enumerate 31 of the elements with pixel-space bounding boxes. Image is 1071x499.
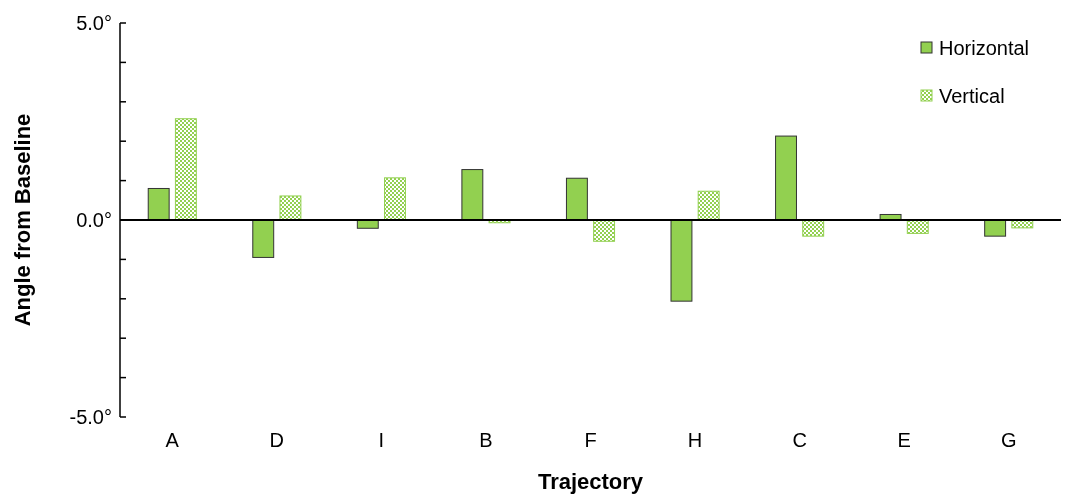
bar bbox=[984, 219, 1007, 237]
bar bbox=[252, 219, 275, 258]
x-tick-label: G bbox=[1000, 429, 1017, 451]
x-tick-label: D bbox=[269, 429, 285, 451]
x-tick-label: C bbox=[792, 429, 807, 451]
x-tick-label: A bbox=[165, 429, 180, 451]
bar bbox=[279, 195, 302, 221]
x-axis-title: Trajectory bbox=[537, 469, 644, 494]
bar bbox=[147, 187, 170, 221]
x-tick-label: H bbox=[687, 429, 703, 451]
y-axis-title: Angle from Baseline bbox=[10, 113, 35, 327]
bar bbox=[697, 190, 720, 221]
x-tick-label: I bbox=[378, 429, 385, 451]
bar bbox=[1011, 219, 1034, 229]
y-tick-label: 0.0° bbox=[76, 209, 112, 231]
bar bbox=[384, 177, 406, 221]
y-tick-label: 5.0° bbox=[76, 12, 112, 34]
bar bbox=[670, 219, 693, 302]
bar bbox=[461, 169, 484, 221]
x-tick-label: B bbox=[479, 429, 493, 451]
x-tick-label: E bbox=[897, 429, 911, 451]
bar bbox=[775, 135, 797, 221]
bar bbox=[565, 177, 588, 221]
legend-label: Vertical bbox=[939, 85, 1005, 107]
bar bbox=[174, 118, 197, 221]
x-tick-label: F bbox=[584, 429, 597, 451]
bar bbox=[906, 219, 929, 234]
y-tick-label: -5.0° bbox=[69, 406, 112, 428]
legend-label: Horizontal bbox=[939, 37, 1030, 59]
bar bbox=[593, 219, 616, 242]
bar bbox=[802, 219, 825, 237]
